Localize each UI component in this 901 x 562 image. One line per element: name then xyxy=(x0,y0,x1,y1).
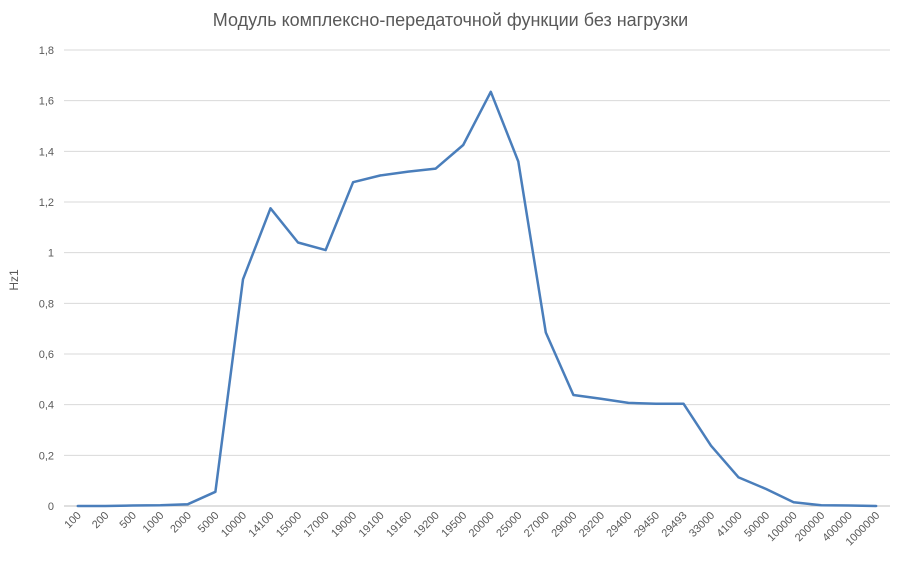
x-tick-label: 19100 xyxy=(357,510,387,540)
x-tick-label: 500 xyxy=(117,510,138,531)
x-tick-label: 200000 xyxy=(793,510,827,544)
y-tick-label: 1 xyxy=(48,248,54,260)
x-tick-label: 5000 xyxy=(196,510,222,536)
y-tick-label: 0,8 xyxy=(39,298,54,310)
x-tick-label: 20000 xyxy=(467,510,497,540)
x-tick-label: 29493 xyxy=(660,510,690,540)
x-tick-label: 29200 xyxy=(577,510,607,540)
x-tick-label: 100000 xyxy=(765,510,799,544)
x-tick-label: 200 xyxy=(90,510,111,531)
y-tick-label: 0 xyxy=(48,501,54,513)
y-tick-label: 1,4 xyxy=(39,146,54,158)
y-tick-label: 0,2 xyxy=(39,450,54,462)
x-tick-label: 1000 xyxy=(141,510,167,536)
y-tick-label: 1,8 xyxy=(39,45,54,57)
y-tick-label: 0,6 xyxy=(39,349,54,361)
y-tick-label: 1,6 xyxy=(39,96,54,108)
x-tick-label: 33000 xyxy=(687,510,717,540)
y-tick-label: 1,2 xyxy=(39,197,54,209)
x-tick-label: 17000 xyxy=(302,510,332,540)
x-tick-label: 29400 xyxy=(604,510,634,540)
x-tick-label: 19200 xyxy=(412,510,442,540)
x-tick-label: 19000 xyxy=(329,510,359,540)
chart-title: Модуль комплексно-передаточной функции б… xyxy=(212,10,689,30)
x-tick-label: 14100 xyxy=(247,510,277,540)
x-tick-label: 29000 xyxy=(549,510,579,540)
x-tick-label: 15000 xyxy=(274,510,304,540)
x-tick-label: 100 xyxy=(62,510,83,531)
x-tick-label: 10000 xyxy=(219,510,249,540)
y-axis-label: Hz1 xyxy=(7,269,21,291)
x-tick-label: 41000 xyxy=(715,510,745,540)
y-tick-label: 0,4 xyxy=(39,400,54,412)
x-tick-label: 19500 xyxy=(439,510,469,540)
series-line xyxy=(76,90,878,508)
x-tick-label: 2000 xyxy=(168,510,194,536)
x-tick-label: 27000 xyxy=(522,510,552,540)
x-tick-label: 25000 xyxy=(494,510,524,540)
x-tick-label: 29450 xyxy=(632,510,662,540)
x-tick-label: 19160 xyxy=(384,510,414,540)
